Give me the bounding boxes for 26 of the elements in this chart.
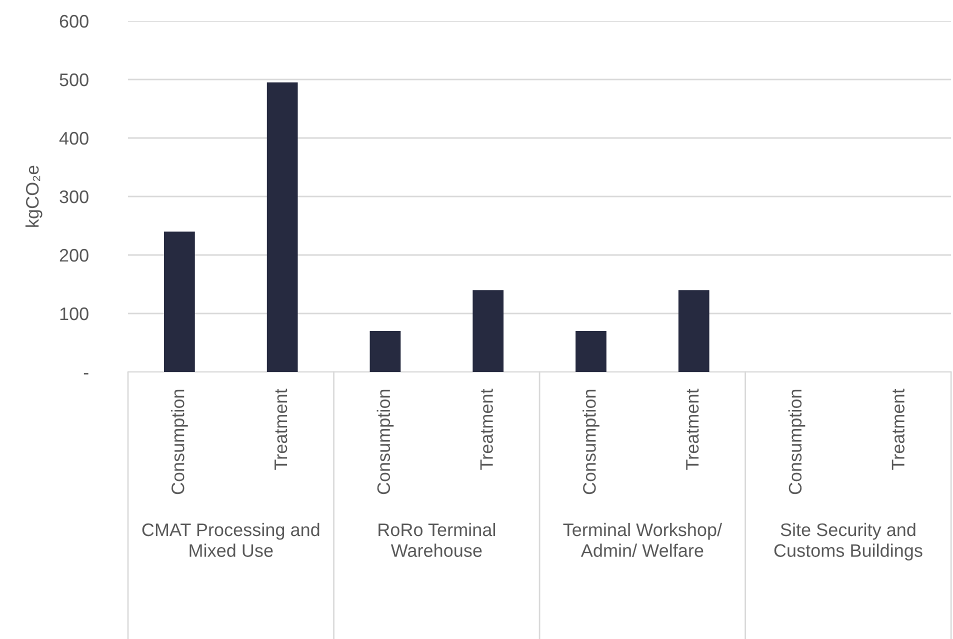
y-tick-label: 200	[60, 248, 88, 262]
y-tick-label: 400	[59, 132, 88, 145]
x-tick-label: Consumption	[788, 390, 806, 494]
x-tick-label: Treatment	[480, 388, 493, 470]
x-tick-label: Treatment	[686, 388, 699, 470]
bar	[678, 290, 710, 372]
x-tick-label: Consumption	[171, 390, 188, 494]
bar	[164, 232, 195, 372]
y-tick-label: 100	[60, 307, 88, 320]
y-tick-label: 500	[60, 73, 88, 86]
x-tick-label: Consumption	[582, 390, 600, 494]
text: Site Security and Customs Buildings	[774, 522, 922, 561]
y-axis-title: kgCO₂e	[25, 166, 42, 227]
text: CMAT Processing and Mixed Use	[142, 522, 320, 557]
y-tick-label: -	[84, 373, 88, 374]
x-tick-label: Consumption	[376, 390, 394, 494]
bar	[266, 82, 298, 372]
bar	[370, 331, 401, 372]
y-tick-label: 300	[60, 190, 88, 204]
text: Terminal Workshop/ Admin/ Welfare	[563, 522, 722, 557]
x-tick-label: Treatment	[892, 388, 904, 470]
text: RoRo Terminal Warehouse	[378, 522, 495, 557]
y-tick-label: 600	[60, 14, 88, 28]
bar	[576, 331, 606, 372]
bar	[472, 290, 504, 372]
x-tick-label: Treatment	[274, 388, 288, 470]
